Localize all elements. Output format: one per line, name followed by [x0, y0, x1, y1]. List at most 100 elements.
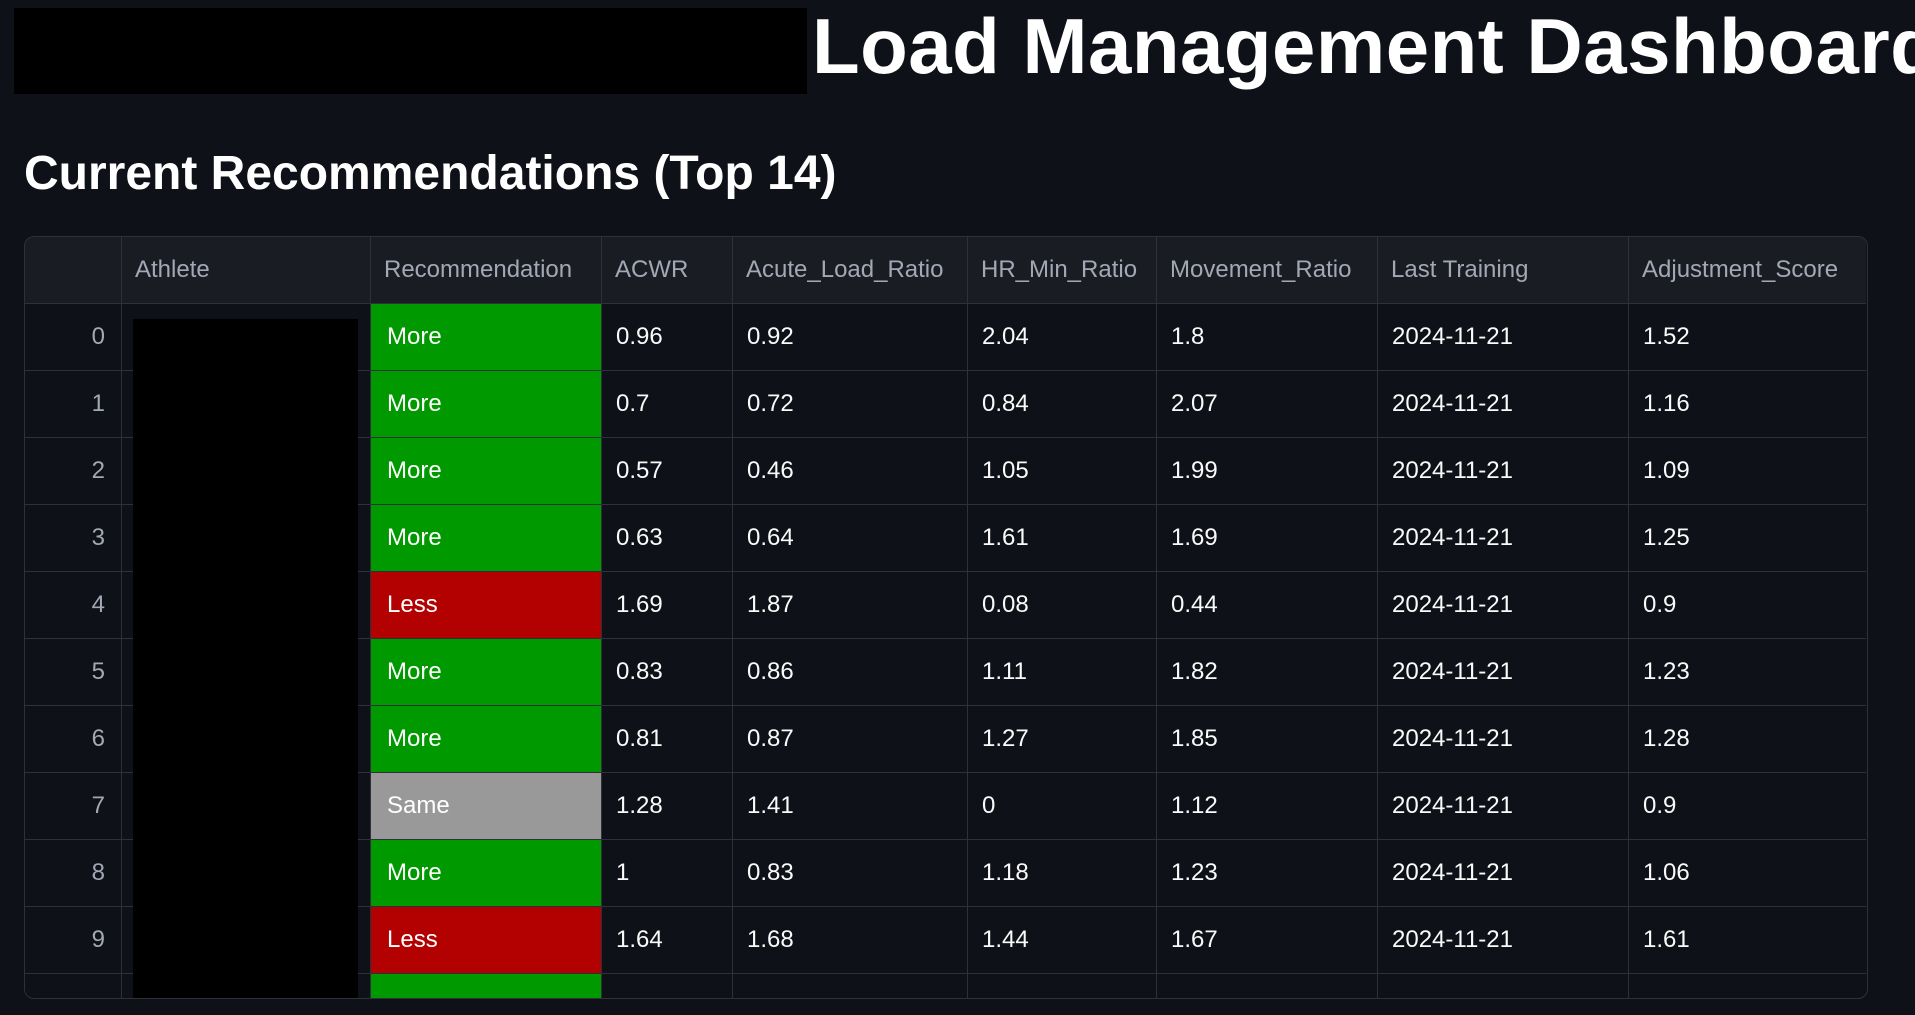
last-training-cell[interactable]: 2024-11-21	[1378, 304, 1629, 371]
recommendation-cell[interactable]: More	[371, 304, 602, 371]
acute-load-ratio-cell[interactable]	[733, 974, 968, 998]
acwr-cell[interactable]: 0.83	[602, 639, 733, 706]
column-header-index[interactable]	[25, 237, 122, 304]
recommendation-cell[interactable]: More	[371, 371, 602, 438]
row-index[interactable]: 4	[25, 572, 122, 639]
movement-ratio-cell[interactable]: 1.85	[1157, 706, 1378, 773]
movement-ratio-cell[interactable]: 1.12	[1157, 773, 1378, 840]
hr-min-ratio-cell[interactable]: 1.18	[968, 840, 1157, 907]
row-index[interactable]: 7	[25, 773, 122, 840]
acwr-cell[interactable]: 1.28	[602, 773, 733, 840]
acute-load-ratio-cell[interactable]: 1.68	[733, 907, 968, 974]
adjustment-score-cell[interactable]: 0.9	[1629, 773, 1866, 840]
adjustment-score-cell[interactable]	[1629, 974, 1866, 998]
movement-ratio-cell[interactable]: 0.44	[1157, 572, 1378, 639]
recommendation-cell[interactable]: More	[371, 639, 602, 706]
acute-load-ratio-cell[interactable]: 0.46	[733, 438, 968, 505]
hr-min-ratio-cell[interactable]: 0.84	[968, 371, 1157, 438]
acute-load-ratio-cell[interactable]: 0.83	[733, 840, 968, 907]
last-training-cell[interactable]: 2024-11-21	[1378, 505, 1629, 572]
acute-load-ratio-cell[interactable]: 0.64	[733, 505, 968, 572]
movement-ratio-cell[interactable]: 1.99	[1157, 438, 1378, 505]
last-training-cell[interactable]: 2024-11-21	[1378, 639, 1629, 706]
adjustment-score-cell[interactable]: 1.16	[1629, 371, 1866, 438]
row-index[interactable]: 2	[25, 438, 122, 505]
column-header-acwr[interactable]: ACWR	[602, 237, 733, 304]
hr-min-ratio-cell[interactable]: 1.27	[968, 706, 1157, 773]
hr-min-ratio-cell[interactable]: 2.04	[968, 304, 1157, 371]
last-training-cell[interactable]: 2024-11-21	[1378, 438, 1629, 505]
acwr-cell[interactable]: 0.63	[602, 505, 733, 572]
last-training-cell[interactable]: 2024-11-21	[1378, 706, 1629, 773]
acwr-cell[interactable]: 0.7	[602, 371, 733, 438]
acwr-cell[interactable]: 0.81	[602, 706, 733, 773]
hr-min-ratio-cell[interactable]: 1.44	[968, 907, 1157, 974]
column-header-recommendation[interactable]: Recommendation	[371, 237, 602, 304]
column-header-hr-min-ratio[interactable]: HR_Min_Ratio	[968, 237, 1157, 304]
acute-load-ratio-cell[interactable]: 1.41	[733, 773, 968, 840]
movement-ratio-cell[interactable]: 1.23	[1157, 840, 1378, 907]
row-index[interactable]	[25, 974, 122, 998]
row-index[interactable]: 0	[25, 304, 122, 371]
column-header-movement-ratio[interactable]: Movement_Ratio	[1157, 237, 1378, 304]
acwr-cell[interactable]: 0.57	[602, 438, 733, 505]
row-index[interactable]: 6	[25, 706, 122, 773]
last-training-cell[interactable]: 2024-11-21	[1378, 773, 1629, 840]
acute-load-ratio-cell[interactable]: 0.86	[733, 639, 968, 706]
row-index[interactable]: 8	[25, 840, 122, 907]
recommendation-cell[interactable]: Same	[371, 773, 602, 840]
last-training-cell[interactable]: 2024-11-21	[1378, 840, 1629, 907]
last-training-cell[interactable]	[1378, 974, 1629, 998]
acute-load-ratio-cell[interactable]: 0.72	[733, 371, 968, 438]
column-header-athlete[interactable]: Athlete	[122, 237, 371, 304]
recommendations-table[interactable]: Athlete Recommendation ACWR Acute_Load_R…	[24, 236, 1868, 999]
acute-load-ratio-cell[interactable]: 1.87	[733, 572, 968, 639]
movement-ratio-cell[interactable]: 1.8	[1157, 304, 1378, 371]
recommendation-cell[interactable]: More	[371, 840, 602, 907]
row-index[interactable]: 5	[25, 639, 122, 706]
hr-min-ratio-cell[interactable]	[968, 974, 1157, 998]
adjustment-score-cell[interactable]: 1.25	[1629, 505, 1866, 572]
hr-min-ratio-cell[interactable]: 1.11	[968, 639, 1157, 706]
row-index[interactable]: 1	[25, 371, 122, 438]
last-training-cell[interactable]: 2024-11-21	[1378, 371, 1629, 438]
hr-min-ratio-cell[interactable]: 1.05	[968, 438, 1157, 505]
recommendation-cell[interactable]	[371, 974, 602, 998]
column-header-adjustment-score[interactable]: Adjustment_Score	[1629, 237, 1866, 304]
adjustment-score-cell[interactable]: 1.28	[1629, 706, 1866, 773]
movement-ratio-cell[interactable]: 2.07	[1157, 371, 1378, 438]
movement-ratio-cell[interactable]	[1157, 974, 1378, 998]
movement-ratio-cell[interactable]: 1.69	[1157, 505, 1378, 572]
last-training-cell[interactable]: 2024-11-21	[1378, 907, 1629, 974]
adjustment-score-cell[interactable]: 1.06	[1629, 840, 1866, 907]
row-index[interactable]: 3	[25, 505, 122, 572]
movement-ratio-cell[interactable]: 1.67	[1157, 907, 1378, 974]
movement-ratio-cell[interactable]: 1.82	[1157, 639, 1378, 706]
adjustment-score-cell[interactable]: 0.9	[1629, 572, 1866, 639]
acwr-cell[interactable]: 0.96	[602, 304, 733, 371]
recommendation-cell[interactable]: More	[371, 706, 602, 773]
column-header-acute-load-ratio[interactable]: Acute_Load_Ratio	[733, 237, 968, 304]
acwr-cell[interactable]: 1	[602, 840, 733, 907]
acwr-cell[interactable]	[602, 974, 733, 998]
athlete-cell[interactable]	[122, 974, 371, 998]
last-training-cell[interactable]: 2024-11-21	[1378, 572, 1629, 639]
recommendation-cell[interactable]: More	[371, 505, 602, 572]
acute-load-ratio-cell[interactable]: 0.92	[733, 304, 968, 371]
recommendation-cell[interactable]: Less	[371, 907, 602, 974]
adjustment-score-cell[interactable]: 1.52	[1629, 304, 1866, 371]
hr-min-ratio-cell[interactable]: 1.61	[968, 505, 1157, 572]
acute-load-ratio-cell[interactable]: 0.87	[733, 706, 968, 773]
hr-min-ratio-cell[interactable]: 0	[968, 773, 1157, 840]
adjustment-score-cell[interactable]: 1.61	[1629, 907, 1866, 974]
recommendation-cell[interactable]: Less	[371, 572, 602, 639]
row-index[interactable]: 9	[25, 907, 122, 974]
adjustment-score-cell[interactable]: 1.09	[1629, 438, 1866, 505]
column-header-last-training[interactable]: Last Training	[1378, 237, 1629, 304]
adjustment-score-cell[interactable]: 1.23	[1629, 639, 1866, 706]
recommendation-cell[interactable]: More	[371, 438, 602, 505]
hr-min-ratio-cell[interactable]: 0.08	[968, 572, 1157, 639]
acwr-cell[interactable]: 1.69	[602, 572, 733, 639]
acwr-cell[interactable]: 1.64	[602, 907, 733, 974]
